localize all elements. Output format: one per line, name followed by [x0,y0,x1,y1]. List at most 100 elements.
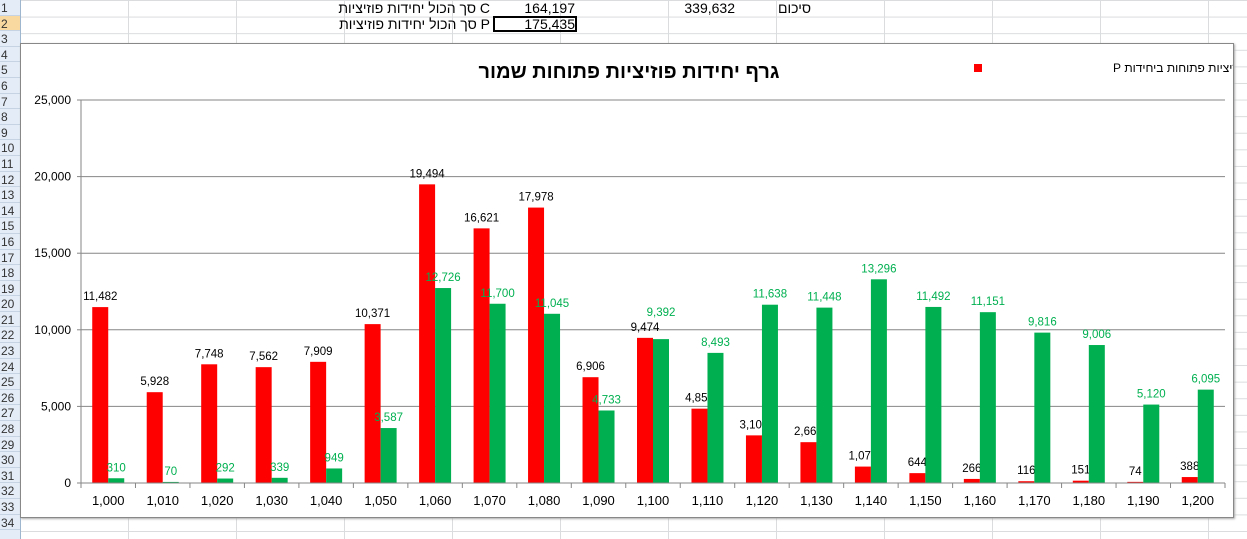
x-tick-label: 1,010 [146,493,179,508]
bar-c[interactable] [1143,404,1160,483]
row-header[interactable]: 23 [0,343,20,359]
data-label: 7,748 [195,348,224,360]
bar-p[interactable] [528,207,545,484]
bar-p[interactable] [419,184,436,483]
bar-c[interactable] [979,312,996,483]
bar-p[interactable] [201,364,218,483]
row-header[interactable]: 12 [0,172,20,188]
bar-p[interactable] [1181,477,1198,483]
x-tick-label: 1,070 [473,493,506,508]
y-tick-label: 5,000 [41,399,71,413]
data-label: 10,371 [355,308,390,320]
bar-p[interactable] [255,367,272,483]
row-header[interactable]: 21 [0,312,20,328]
row-header[interactable]: 29 [0,437,20,453]
x-tick-label: 1,040 [310,493,343,508]
cell-grand-total[interactable]: 339,632 [684,0,735,16]
bar-p[interactable] [909,473,926,483]
bar-c[interactable] [326,468,343,483]
row-header[interactable]: 19 [0,281,20,297]
bar-c[interactable] [380,428,397,483]
bar-c[interactable] [870,279,887,483]
legend-swatch [974,64,982,72]
bar-c[interactable] [653,339,669,483]
row-header[interactable]: 8 [0,109,20,125]
y-tick-label: 15,000 [34,246,71,260]
row-header[interactable]: 16 [0,234,20,250]
cell-p-total[interactable]: 175,435 [524,16,575,32]
row-header[interactable]: 30 [0,452,20,468]
bar-p[interactable] [1018,481,1035,483]
row-header[interactable]: 24 [0,359,20,375]
row-header[interactable]: 17 [0,250,20,266]
bar-p[interactable] [800,442,817,483]
row-header[interactable]: 18 [0,265,20,281]
row-header[interactable]: 7 [0,94,20,110]
bar-p[interactable] [1127,481,1144,483]
row-header[interactable]: 11 [0,156,20,172]
bar-c[interactable] [1034,332,1051,483]
data-label: 9,816 [1028,317,1057,329]
bar-c[interactable] [217,478,234,483]
cell-label-p-total[interactable]: סך הכול יחידות פוזיציות P [339,16,490,32]
row-header[interactable]: 31 [0,468,20,484]
row-header[interactable]: 4 [0,47,20,63]
bar-c[interactable] [1197,389,1214,483]
cell-c-total[interactable]: 164,197 [524,0,575,16]
bar-c[interactable] [162,481,179,483]
row-header[interactable]: 26 [0,390,20,406]
bar-p[interactable] [582,377,599,483]
row-header[interactable]: 25 [0,374,20,390]
bar-p[interactable] [364,324,381,483]
bar-p[interactable] [92,307,109,483]
bar-c[interactable] [598,410,615,483]
row-header[interactable]: 1 [0,0,20,16]
bar-p[interactable] [637,337,653,483]
x-tick-label: 1,080 [528,493,561,508]
row-header[interactable]: 13 [0,187,20,203]
bar-c[interactable] [108,478,125,483]
bar-p[interactable] [854,466,871,483]
row-header[interactable]: 6 [0,78,20,94]
row-header[interactable]: 15 [0,218,20,234]
bar-c[interactable] [925,306,942,483]
row-header[interactable]: 3 [0,31,20,47]
bar-c[interactable] [435,288,452,483]
y-tick-label: 0 [64,476,71,490]
row-header[interactable]: 10 [0,140,20,156]
selected-cell[interactable] [493,16,577,32]
bar-p[interactable] [691,408,708,483]
data-label: 5,928 [140,376,169,388]
row-header[interactable]: 34 [0,515,20,531]
bar-c[interactable] [489,303,506,483]
row-header[interactable]: 33 [0,499,20,515]
bar-c[interactable] [544,313,561,483]
row-header[interactable]: 9 [0,125,20,141]
bar-p[interactable] [146,392,163,483]
row-header[interactable]: 28 [0,421,20,437]
row-header[interactable]: 32 [0,483,20,499]
x-tick-label: 1,150 [909,493,942,508]
row-header[interactable]: 2 [0,15,20,32]
cell-label-c-total[interactable]: סך הכול יחידות פוזיציות C [338,0,490,16]
row-header[interactable]: 22 [0,327,20,344]
bar-c[interactable] [761,304,778,483]
x-tick-label: 1,140 [855,493,888,508]
row-header[interactable]: 27 [0,405,20,422]
row-header[interactable]: 14 [0,203,20,219]
data-label: 949 [325,452,344,464]
bar-c[interactable] [707,352,724,483]
row-header[interactable]: 5 [0,62,20,78]
bar-p[interactable] [473,228,490,483]
chart[interactable]: גרף יחידות פוזיציות פתוחות שמור פוזיציות… [20,43,1247,518]
bar-p[interactable] [963,478,980,483]
bar-c[interactable] [816,307,833,483]
bar-p[interactable] [310,361,327,483]
bar-c[interactable] [1088,345,1105,483]
row-header[interactable]: 20 [0,296,20,312]
cell-total-label[interactable]: סיכום [778,0,812,16]
bar-p[interactable] [745,435,762,483]
row-headers[interactable]: 1 2 3 4 5 6 7 8 9 10 11 12 13 14 15 16 17 18 19 20 21 22 23 24 2… [0,0,21,539]
bar-c[interactable] [271,477,288,483]
bar-p[interactable] [1072,480,1089,483]
